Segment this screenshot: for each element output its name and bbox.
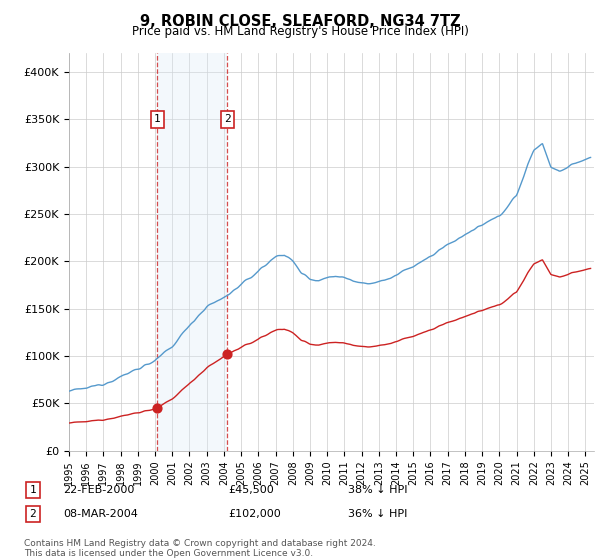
Text: 22-FEB-2000: 22-FEB-2000 — [63, 485, 134, 495]
Text: 36% ↓ HPI: 36% ↓ HPI — [348, 509, 407, 519]
Point — [152, 403, 162, 412]
Text: 08-MAR-2004: 08-MAR-2004 — [63, 509, 138, 519]
Text: 38% ↓ HPI: 38% ↓ HPI — [348, 485, 407, 495]
Text: Contains HM Land Registry data © Crown copyright and database right 2024.
This d: Contains HM Land Registry data © Crown c… — [24, 539, 376, 558]
Text: 2: 2 — [224, 114, 230, 124]
Text: 1: 1 — [29, 485, 37, 495]
Text: 1: 1 — [154, 114, 161, 124]
Text: Price paid vs. HM Land Registry's House Price Index (HPI): Price paid vs. HM Land Registry's House … — [131, 25, 469, 38]
Text: 9, ROBIN CLOSE, SLEAFORD, NG34 7TZ: 9, ROBIN CLOSE, SLEAFORD, NG34 7TZ — [140, 14, 460, 29]
Text: £102,000: £102,000 — [228, 509, 281, 519]
Point — [222, 350, 232, 359]
Bar — [157, 53, 227, 451]
Text: £45,500: £45,500 — [228, 485, 274, 495]
Text: 2: 2 — [29, 509, 37, 519]
